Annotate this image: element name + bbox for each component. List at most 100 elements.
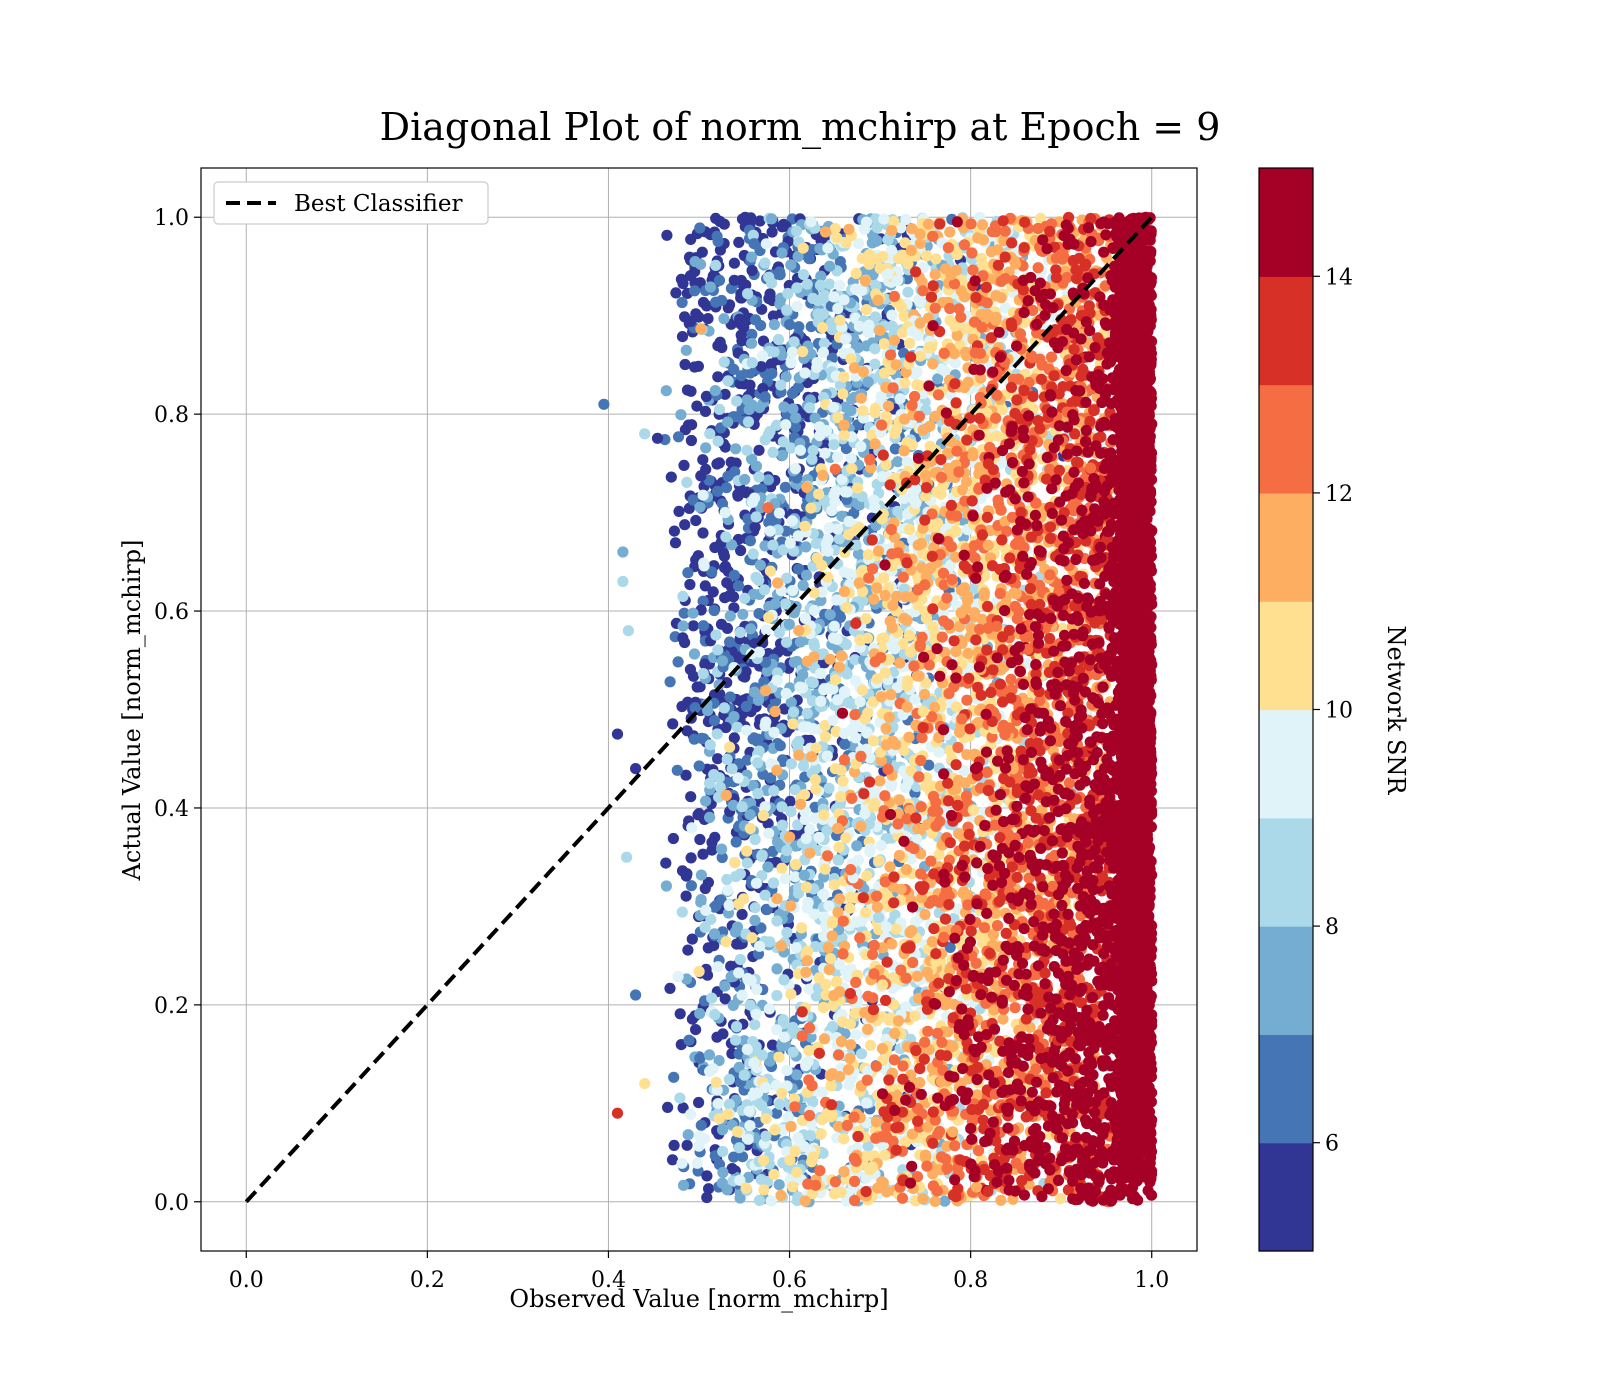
scatter-point xyxy=(699,658,711,670)
scatter-point xyxy=(697,296,710,309)
scatter-point xyxy=(660,880,673,892)
scatter-point xyxy=(757,1154,770,1166)
scatter-point xyxy=(611,728,624,740)
scatter-point xyxy=(754,215,766,227)
scatter-point xyxy=(879,667,891,679)
scatter-point xyxy=(838,1133,850,1145)
scatter-point xyxy=(630,763,642,775)
scatter-point xyxy=(732,580,745,592)
scatter-point xyxy=(826,505,838,517)
scatter-point xyxy=(845,393,858,405)
scatter-point xyxy=(760,238,772,250)
scatter-points xyxy=(598,211,1158,1208)
scatter-point xyxy=(709,1009,721,1021)
scatter-point xyxy=(810,537,822,550)
scatter-point xyxy=(707,586,719,598)
scatter-point xyxy=(701,1191,713,1204)
scatter-point xyxy=(722,470,734,482)
scatter-point xyxy=(792,250,804,262)
scatter-point xyxy=(738,1035,751,1047)
scatter-point xyxy=(839,738,851,750)
scatter-point xyxy=(718,356,730,368)
scatter-point xyxy=(903,731,915,743)
scatter-point xyxy=(703,474,715,486)
scatter-point xyxy=(785,758,798,770)
scatter-point xyxy=(886,225,898,237)
scatter-point xyxy=(864,843,876,855)
scatter-point xyxy=(731,1021,743,1033)
scatter-point xyxy=(839,333,851,345)
scatter-point xyxy=(773,1179,785,1191)
scatter-point xyxy=(675,409,687,421)
scatter-point xyxy=(831,633,843,645)
scatter-point xyxy=(931,486,943,498)
scatter-point xyxy=(790,858,802,871)
scatter-point xyxy=(709,385,721,397)
scatter-point xyxy=(801,569,813,581)
scatter-point xyxy=(951,701,963,713)
scatter-point xyxy=(700,442,712,454)
scatter-point xyxy=(746,251,758,263)
scatter-point xyxy=(855,440,867,453)
scatter-point xyxy=(716,851,728,864)
scatter-point xyxy=(914,350,926,362)
scatter-point xyxy=(852,854,865,866)
scatter-point xyxy=(677,632,689,644)
scatter-point xyxy=(704,281,717,293)
scatter-point xyxy=(793,563,805,575)
scatter-point xyxy=(904,646,917,658)
scatter-point xyxy=(771,893,783,905)
scatter-point xyxy=(803,253,815,265)
scatter-point xyxy=(793,625,805,637)
scatter-point xyxy=(759,1081,772,1094)
scatter-point xyxy=(750,877,763,889)
scatter-point xyxy=(815,695,827,707)
scatter-point xyxy=(828,439,840,451)
scatter-point xyxy=(862,376,874,388)
scatter-point xyxy=(718,313,730,325)
scatter-point xyxy=(665,471,677,483)
scatter-point xyxy=(677,590,689,603)
scatter-point xyxy=(718,702,730,714)
scatter-point xyxy=(676,296,688,309)
scatter-point xyxy=(776,819,789,832)
scatter-point xyxy=(694,833,706,846)
scatter-point xyxy=(744,822,756,835)
scatter-point xyxy=(685,852,697,864)
scatter-point xyxy=(747,779,759,792)
scatter-point xyxy=(742,416,755,428)
scatter-point xyxy=(699,921,711,934)
scatter-point xyxy=(824,609,836,621)
scatter-point xyxy=(880,921,893,933)
scatter-point xyxy=(720,936,732,948)
scatter-point xyxy=(719,388,731,400)
scatter-point xyxy=(693,1130,705,1142)
scatter-point xyxy=(869,403,881,415)
scatter-point xyxy=(816,1114,828,1126)
scatter-point xyxy=(720,721,732,734)
scatter-point xyxy=(744,535,757,547)
scatter-point xyxy=(776,247,788,259)
scatter-point xyxy=(835,1035,848,1048)
scatter-point xyxy=(677,1102,689,1114)
scatter-point xyxy=(780,636,793,648)
scatter-point xyxy=(774,266,786,278)
scatter-point xyxy=(706,566,718,578)
scatter-point xyxy=(676,906,688,918)
scatter-point xyxy=(825,1080,837,1092)
scatter-point xyxy=(703,1183,715,1195)
scatter-point xyxy=(774,740,786,752)
scatter-point xyxy=(753,402,766,414)
scatter-point xyxy=(837,775,849,787)
scatter-point xyxy=(824,653,836,665)
scatter-point xyxy=(805,1031,817,1043)
scatter-point xyxy=(787,403,799,415)
scatter-point xyxy=(838,429,850,441)
scatter-point xyxy=(711,458,723,470)
scatter-point xyxy=(695,1119,707,1131)
scatter-point xyxy=(736,1151,749,1163)
scatter-point xyxy=(823,900,835,912)
scatter-point xyxy=(779,481,792,493)
scatter-point xyxy=(661,229,673,241)
scatter-point xyxy=(669,537,682,549)
